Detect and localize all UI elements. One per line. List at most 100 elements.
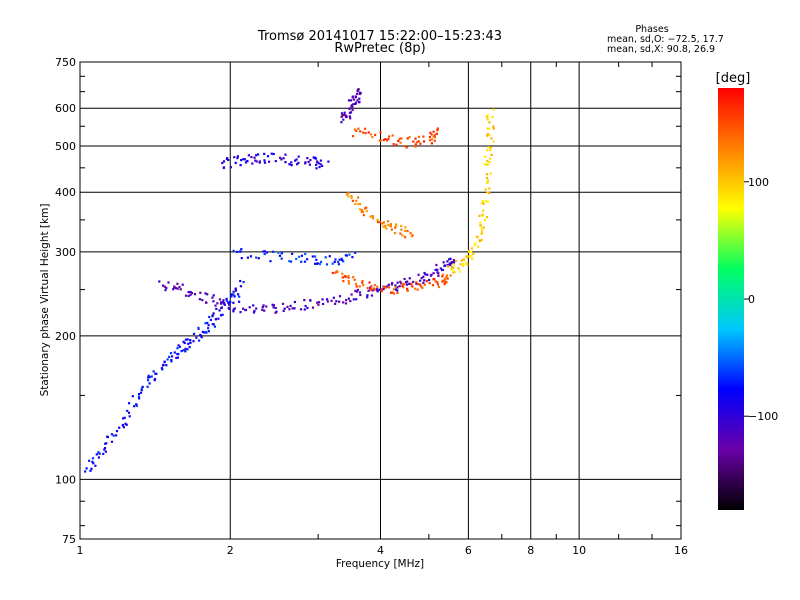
scatter-point (349, 117, 352, 120)
scatter-point (416, 288, 419, 291)
scatter-point (341, 258, 344, 261)
scatter-point (436, 127, 439, 130)
scatter-point (233, 295, 236, 298)
scatter-point (391, 134, 394, 137)
scatter-point (404, 229, 407, 232)
scatter-point (255, 154, 258, 157)
scatter-point (481, 200, 484, 203)
scatter-point (304, 162, 307, 165)
scatter-point (370, 288, 373, 291)
x-tick-label: 16 (674, 544, 688, 557)
scatter-point (388, 224, 391, 227)
scatter-point (356, 89, 359, 92)
scatter-point (492, 140, 495, 143)
scatter-point (295, 257, 298, 261)
scatter-point (355, 285, 358, 288)
scatter-point (417, 135, 421, 138)
scatter-point (488, 161, 491, 164)
scatter-point (168, 355, 171, 358)
scatter-point (485, 173, 489, 176)
scatter-point (347, 276, 350, 279)
scatter-point (419, 283, 422, 286)
scatter-point (125, 423, 128, 426)
scatter-point (488, 187, 491, 190)
scatter-point (306, 157, 309, 160)
scatter-point (233, 307, 236, 310)
scatter-point (392, 288, 395, 291)
scatter-point (482, 209, 485, 212)
scatter-point (169, 352, 173, 355)
scatter-point (91, 457, 95, 460)
scatter-point (322, 302, 325, 306)
scatter-point (180, 350, 183, 353)
scatter-point (357, 202, 360, 206)
scatter-point (277, 251, 280, 254)
scatter-point (176, 287, 179, 290)
scatter-point (115, 434, 118, 437)
scatter-point (450, 261, 453, 264)
scatter-point (300, 260, 303, 263)
scatter-point (124, 422, 127, 425)
scatter-point (307, 160, 310, 163)
scatter-point (481, 214, 484, 217)
scatter-point (401, 282, 404, 285)
scatter-point (490, 153, 493, 156)
scatter-point (436, 281, 439, 284)
scatter-point (338, 300, 341, 303)
scatter-point (249, 255, 252, 258)
scatter-point (272, 306, 275, 309)
scatter-point (186, 348, 189, 351)
scatter-point (358, 285, 361, 288)
scatter-point (140, 391, 143, 394)
scatter-point (437, 274, 440, 277)
scatter-point (193, 293, 197, 296)
scatter-point (400, 282, 403, 285)
scatter-point (352, 98, 356, 101)
scatter-point (186, 338, 189, 341)
scatter-point (364, 127, 367, 130)
scatter-point (404, 281, 408, 284)
scatter-point (423, 271, 426, 275)
scatter-point (102, 452, 105, 455)
scatter-point (420, 277, 423, 280)
scatter-point (227, 158, 230, 161)
scatter-point (333, 260, 336, 264)
scatter-point (351, 135, 355, 138)
scatter-point (426, 273, 429, 276)
scatter-point (382, 138, 385, 142)
scatter-point (284, 153, 287, 156)
scatter-point (176, 347, 179, 350)
scatter-point (457, 267, 460, 270)
scatter-point (486, 149, 489, 152)
scatter-point (266, 155, 270, 158)
scatter-point (358, 202, 361, 206)
scatter-point (269, 260, 272, 263)
scatter-point (161, 368, 164, 371)
scatter-point (486, 163, 490, 166)
scatter-point (336, 271, 339, 274)
scatter-point (299, 308, 303, 311)
scatter-point (91, 460, 94, 463)
scatter-point (254, 159, 257, 162)
scatter-point (384, 286, 387, 289)
scatter-point (436, 129, 439, 132)
scatter-point (232, 290, 235, 293)
scatter-point (183, 341, 186, 345)
scatter-point (387, 286, 391, 289)
scatter-point (240, 248, 243, 251)
scatter-point (394, 223, 398, 226)
scatter-point (404, 145, 407, 148)
scatter-point (314, 255, 317, 258)
scatter-point (358, 208, 362, 211)
scatter-point (480, 238, 483, 241)
plot-area: 1 2 4 6 8 10 16 75 100 200 300 400 500 600 750 (55, 56, 688, 557)
scatter-point (303, 260, 307, 263)
scatter-point (297, 255, 301, 258)
scatter-point (442, 279, 445, 282)
scatter-point (467, 249, 471, 252)
scatter-point (163, 360, 166, 363)
scatter-point (344, 275, 347, 278)
scatter-point (162, 363, 165, 366)
scatter-point (263, 309, 266, 312)
scatter-point (242, 281, 245, 284)
